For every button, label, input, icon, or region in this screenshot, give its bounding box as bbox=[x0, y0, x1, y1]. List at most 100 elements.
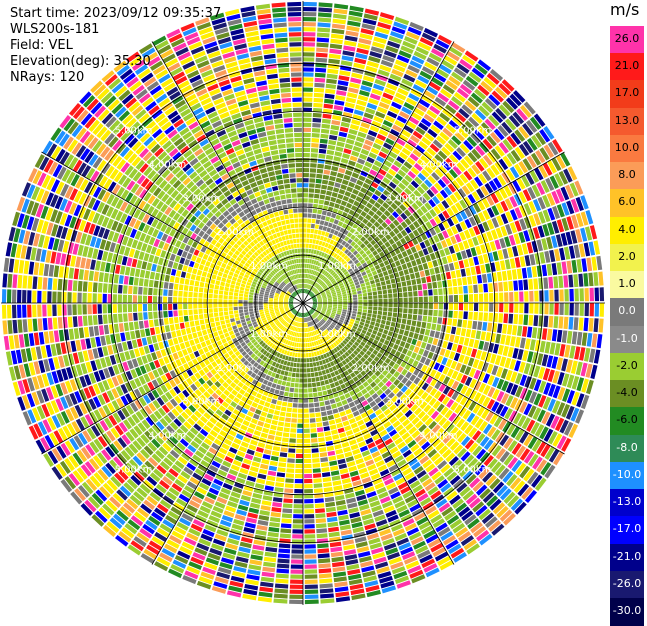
radar-gate bbox=[519, 303, 524, 314]
radar-gate bbox=[376, 286, 382, 291]
radar-gate bbox=[355, 270, 361, 276]
radar-gate bbox=[303, 97, 313, 102]
radar-gate bbox=[428, 467, 439, 477]
radar-gate bbox=[311, 143, 319, 148]
radar-gate bbox=[268, 408, 275, 414]
radar-gate bbox=[240, 370, 246, 377]
radar-gate bbox=[298, 398, 303, 403]
radar-gate bbox=[267, 434, 275, 440]
radar-gate bbox=[277, 553, 290, 559]
radar-gate bbox=[390, 202, 398, 210]
radar-gate bbox=[256, 381, 262, 388]
radar-gate bbox=[489, 413, 499, 425]
radar-gate bbox=[340, 121, 350, 128]
radar-gate bbox=[509, 196, 518, 208]
radar-gate bbox=[260, 348, 265, 354]
radar-gate bbox=[315, 513, 326, 519]
radar-gate bbox=[396, 115, 408, 124]
radar-gate bbox=[499, 356, 507, 367]
radar-gate bbox=[372, 509, 384, 518]
radar-gate bbox=[339, 273, 345, 279]
radar-gate bbox=[518, 314, 524, 325]
radar-gate bbox=[311, 218, 316, 224]
radar-gate bbox=[303, 393, 308, 398]
radar-gate bbox=[482, 170, 492, 182]
radar-gate bbox=[388, 464, 399, 473]
radar-gate bbox=[311, 448, 319, 453]
radar-gate bbox=[456, 344, 463, 354]
radar-gate bbox=[496, 215, 504, 227]
radar-gate bbox=[416, 362, 424, 370]
radar-gate bbox=[151, 511, 164, 522]
radar-gate bbox=[418, 348, 425, 356]
radar-gate bbox=[377, 240, 384, 247]
radar-gate bbox=[408, 457, 418, 467]
radar-gate bbox=[541, 354, 549, 367]
radar-gate bbox=[431, 438, 442, 448]
radar-gate bbox=[516, 268, 523, 280]
radar-gate bbox=[259, 354, 265, 360]
radar-gate bbox=[427, 336, 434, 344]
radar-gate bbox=[314, 290, 318, 294]
radar-gate bbox=[358, 504, 370, 511]
radar-gate bbox=[179, 342, 186, 350]
radar-gate bbox=[400, 546, 414, 556]
radar-gate bbox=[345, 273, 350, 278]
radar-gate bbox=[170, 506, 183, 516]
radar-gate bbox=[303, 288, 305, 293]
radar-gate bbox=[332, 376, 338, 382]
radar-gate bbox=[308, 203, 313, 208]
radar-gate bbox=[183, 434, 193, 444]
radar-gate bbox=[485, 474, 497, 487]
radar-gate bbox=[578, 243, 586, 258]
radar-gate bbox=[364, 323, 370, 328]
radar-gate bbox=[507, 324, 513, 335]
radar-gate bbox=[538, 165, 549, 179]
radar-gate bbox=[303, 223, 307, 228]
radar-gate bbox=[322, 305, 328, 307]
radar-gate bbox=[394, 248, 401, 255]
radar-gate bbox=[382, 311, 388, 316]
radar-gate bbox=[334, 236, 340, 242]
radar-gate bbox=[353, 453, 363, 460]
radar-gate bbox=[303, 363, 307, 368]
radar-gate bbox=[420, 525, 434, 535]
radar-gate bbox=[416, 103, 428, 113]
radar-gate bbox=[585, 363, 593, 378]
radar-gate bbox=[221, 442, 230, 451]
radar-gate bbox=[573, 244, 581, 258]
radar-gate bbox=[509, 359, 517, 370]
radar-gate bbox=[574, 288, 579, 302]
radar-gate bbox=[392, 219, 400, 227]
radar-gate bbox=[543, 277, 549, 289]
radar-gate bbox=[362, 570, 376, 578]
radar-gate bbox=[330, 323, 335, 328]
radar-gate bbox=[376, 425, 385, 433]
radar-gate bbox=[412, 360, 419, 368]
radar-gate bbox=[432, 518, 446, 529]
radar-gate bbox=[156, 464, 167, 475]
radar-gate bbox=[383, 408, 392, 416]
radar-gate bbox=[347, 15, 362, 23]
radar-gate bbox=[317, 296, 322, 299]
radar-gate bbox=[173, 445, 183, 455]
radar-gate bbox=[470, 92, 483, 104]
radar-gate bbox=[277, 558, 290, 564]
radar-gate bbox=[544, 303, 549, 315]
radar-gate bbox=[494, 161, 505, 173]
radar-gate bbox=[344, 236, 350, 242]
radar-gate bbox=[331, 119, 341, 126]
radar-gate bbox=[353, 243, 359, 250]
radar-gate bbox=[268, 359, 274, 365]
radar-gate bbox=[543, 315, 549, 328]
radar-gate bbox=[222, 328, 228, 334]
radar-gate bbox=[271, 355, 276, 361]
radar-gate bbox=[407, 26, 422, 36]
radar-gate bbox=[345, 30, 359, 37]
radar-gate bbox=[344, 337, 350, 343]
radar-gate bbox=[220, 320, 226, 325]
radar-gate bbox=[127, 519, 141, 531]
radar-gate bbox=[284, 371, 289, 376]
radar-gate bbox=[293, 316, 297, 321]
radar-gate bbox=[309, 238, 313, 244]
